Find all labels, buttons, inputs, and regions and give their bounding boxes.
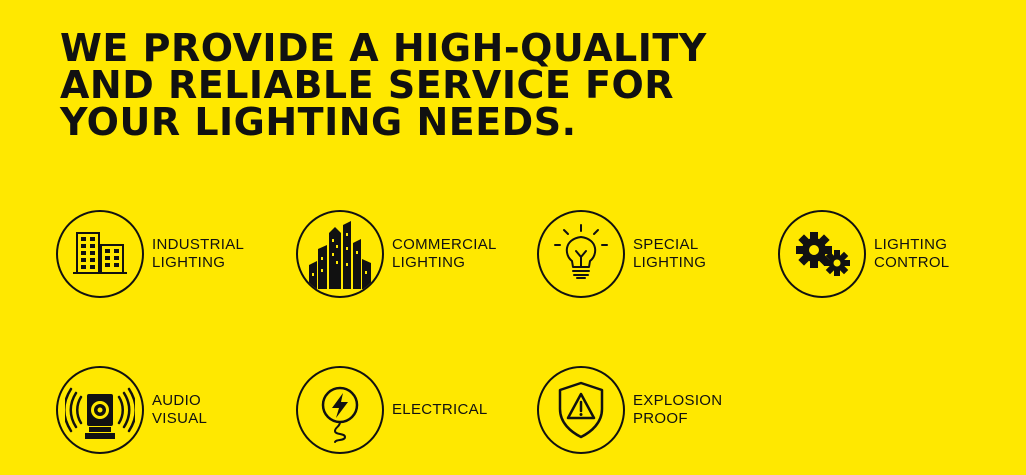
service-label: AUDIO VISUAL xyxy=(152,392,207,428)
service-label: COMMERCIAL LIGHTING xyxy=(392,236,497,272)
page-headline: WE PROVIDE A HIGH-QUALITY AND RELIABLE S… xyxy=(60,26,880,144)
service-label: LIGHTING CONTROL xyxy=(874,236,949,272)
industrial-buildings-icon xyxy=(56,210,144,298)
warning-shield-icon xyxy=(537,366,625,454)
lightbulb-icon xyxy=(537,210,625,298)
service-explosion-proof[interactable]: EXPLOSION PROOF xyxy=(537,364,722,456)
service-label-line-2: PROOF xyxy=(633,410,688,427)
speaker-icon xyxy=(56,366,144,454)
service-label-line-1: LIGHTING xyxy=(874,236,948,253)
service-special-lighting[interactable]: SPECIAL LIGHTING xyxy=(537,208,706,300)
service-label-line-2: CONTROL xyxy=(874,254,950,271)
headline-line-3: YOUR LIGHTING NEEDS. xyxy=(60,100,577,144)
service-label-line-1: SPECIAL xyxy=(633,236,699,253)
service-audio-visual[interactable]: AUDIO VISUAL xyxy=(56,364,207,456)
headline-line-2: AND RELIABLE SERVICE FOR xyxy=(60,63,675,107)
city-skyline-icon xyxy=(296,210,384,298)
service-label: INDUSTRIAL LIGHTING xyxy=(152,236,244,272)
service-label-line-1: ELECTRICAL xyxy=(392,401,488,418)
service-label-line-1: EXPLOSION xyxy=(633,392,723,409)
service-label-line-2: LIGHTING xyxy=(152,254,226,271)
lightning-plug-icon xyxy=(296,366,384,454)
service-label-line-1: COMMERCIAL xyxy=(392,236,497,253)
service-label-line-2: LIGHTING xyxy=(633,254,707,271)
service-label-line-1: AUDIO xyxy=(152,392,202,409)
service-label: ELECTRICAL xyxy=(392,401,488,419)
service-label-line-2: LIGHTING xyxy=(392,254,466,271)
service-label-line-1: INDUSTRIAL xyxy=(152,236,245,253)
service-industrial-lighting[interactable]: INDUSTRIAL LIGHTING xyxy=(56,208,244,300)
service-label: EXPLOSION PROOF xyxy=(633,392,722,428)
headline-line-1: WE PROVIDE A HIGH-QUALITY xyxy=(60,26,707,70)
service-electrical[interactable]: ELECTRICAL xyxy=(296,364,488,456)
gears-icon xyxy=(778,210,866,298)
service-lighting-control[interactable]: LIGHTING CONTROL xyxy=(778,208,949,300)
service-label: SPECIAL LIGHTING xyxy=(633,236,706,272)
service-commercial-lighting[interactable]: COMMERCIAL LIGHTING xyxy=(296,208,497,300)
service-label-line-2: VISUAL xyxy=(152,410,208,427)
